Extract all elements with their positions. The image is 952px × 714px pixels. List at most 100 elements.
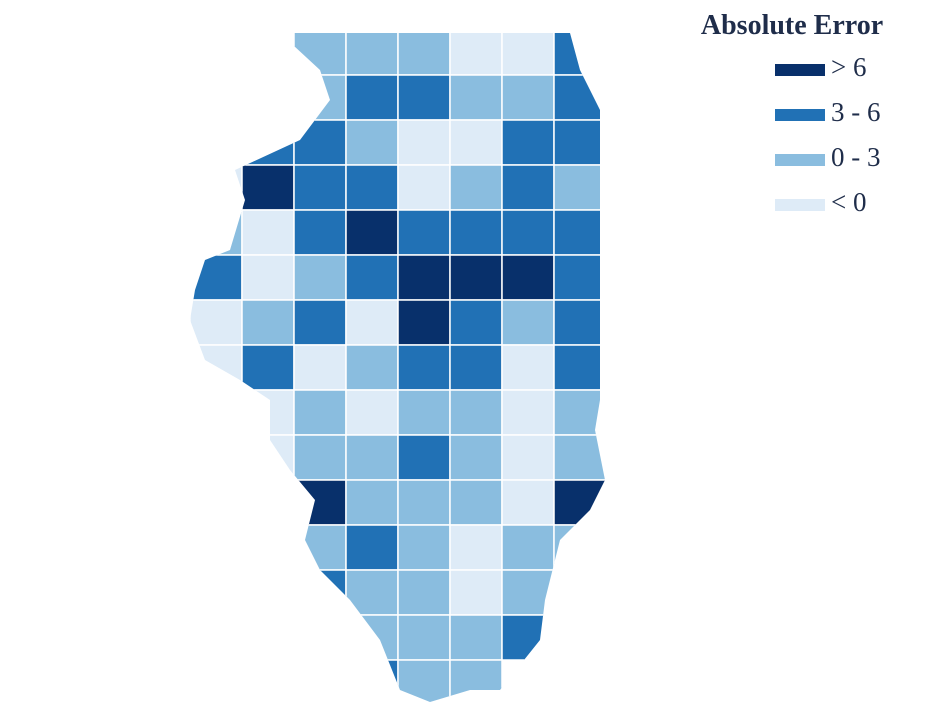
county <box>190 299 243 346</box>
county <box>345 569 399 616</box>
county <box>397 164 451 211</box>
county <box>397 344 451 391</box>
county <box>397 659 451 702</box>
county <box>345 254 399 301</box>
county <box>190 254 243 301</box>
county <box>449 33 503 76</box>
county <box>293 119 347 166</box>
county <box>553 479 605 526</box>
county <box>553 254 605 301</box>
county <box>501 33 555 76</box>
county <box>449 74 503 121</box>
legend-title: Absolute Error <box>701 10 883 41</box>
county <box>449 254 503 301</box>
county <box>553 33 605 76</box>
county <box>241 434 295 481</box>
county <box>293 434 347 481</box>
county <box>345 299 399 346</box>
legend-swatch <box>775 109 825 121</box>
county <box>553 389 605 436</box>
county <box>449 434 503 481</box>
county <box>501 434 555 481</box>
county <box>397 254 451 301</box>
county <box>190 209 243 256</box>
county <box>293 479 347 526</box>
county <box>293 299 347 346</box>
county <box>397 389 451 436</box>
county <box>553 119 605 166</box>
county <box>553 524 605 571</box>
county <box>449 344 503 391</box>
legend-label: > 6 <box>831 52 866 82</box>
county <box>553 74 605 121</box>
state <box>190 33 605 702</box>
county <box>449 164 503 211</box>
county <box>345 614 399 661</box>
county <box>397 74 451 121</box>
county <box>241 119 295 166</box>
county <box>397 119 451 166</box>
county <box>449 299 503 346</box>
county <box>501 74 555 121</box>
county <box>345 119 399 166</box>
county <box>501 209 555 256</box>
county <box>501 299 555 346</box>
county <box>449 614 503 661</box>
county <box>397 299 451 346</box>
county <box>449 479 503 526</box>
county <box>501 164 555 211</box>
county <box>241 344 295 391</box>
county <box>501 524 555 571</box>
county <box>501 119 555 166</box>
county <box>449 569 503 616</box>
legend-label: < 0 <box>831 187 866 217</box>
county <box>241 299 295 346</box>
county <box>449 659 503 702</box>
county <box>190 389 243 436</box>
county <box>293 254 347 301</box>
county <box>553 209 605 256</box>
county <box>397 614 451 661</box>
county <box>345 33 399 76</box>
county <box>345 389 399 436</box>
county <box>293 164 347 211</box>
county <box>293 74 347 121</box>
legend: > 6 3 - 6 0 - 3 < 0 <box>775 52 881 217</box>
county <box>397 33 451 76</box>
county <box>293 614 347 661</box>
county <box>553 344 605 391</box>
county <box>397 479 451 526</box>
county <box>397 434 451 481</box>
county <box>345 209 399 256</box>
county <box>293 209 347 256</box>
county <box>501 344 555 391</box>
county <box>397 569 451 616</box>
county <box>553 164 605 211</box>
county <box>553 569 605 616</box>
county <box>501 569 555 616</box>
county <box>449 119 503 166</box>
county <box>345 659 399 702</box>
county <box>345 434 399 481</box>
county <box>501 254 555 301</box>
county <box>449 389 503 436</box>
county <box>501 614 555 661</box>
county <box>293 389 347 436</box>
county <box>241 209 295 256</box>
county <box>449 524 503 571</box>
county <box>397 524 451 571</box>
county <box>293 659 347 702</box>
county <box>345 344 399 391</box>
county <box>345 74 399 121</box>
legend-swatch <box>775 64 825 76</box>
county <box>553 434 605 481</box>
county <box>241 389 295 436</box>
county <box>397 209 451 256</box>
county <box>190 344 243 391</box>
county <box>293 524 347 571</box>
county <box>345 479 399 526</box>
legend-label: 0 - 3 <box>831 142 881 172</box>
legend-swatch <box>775 199 825 211</box>
county <box>449 209 503 256</box>
county <box>241 254 295 301</box>
